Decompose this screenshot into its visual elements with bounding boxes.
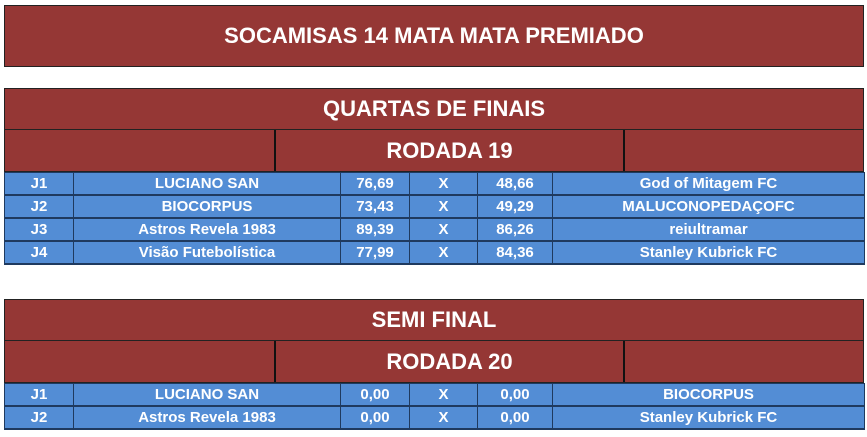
semi-rodada-row: RODADA 20	[4, 341, 864, 383]
away-score: 48,66	[477, 172, 553, 196]
table-row: J4 Visão Futebolística 77,99 X 84,36 Stanley …	[4, 240, 865, 265]
match-id: J4	[4, 240, 74, 265]
versus: X	[409, 240, 478, 265]
home-score: 0,00	[340, 383, 410, 407]
away-team: God of Mitagem FC	[552, 172, 865, 196]
home-team: Astros Revela 1983	[73, 217, 341, 242]
empty-cell	[5, 341, 276, 382]
home-score: 89,39	[340, 217, 410, 242]
home-team: LUCIANO SAN	[73, 383, 341, 407]
home-score: 76,69	[340, 172, 410, 196]
away-team: MALUCONOPEDAÇOFC	[552, 194, 865, 219]
versus: X	[409, 194, 478, 219]
table-row: J1 LUCIANO SAN 76,69 X 48,66 God of Mitagem F…	[4, 172, 865, 196]
away-score: 49,29	[477, 194, 553, 219]
home-team: Astros Revela 1983	[73, 405, 341, 430]
versus: X	[409, 405, 478, 430]
match-id: J3	[4, 217, 74, 242]
home-score: 73,43	[340, 194, 410, 219]
table-row: J3 Astros Revela 1983 89,39 X 86,26 reiultram…	[4, 217, 865, 242]
match-id: J2	[4, 405, 74, 430]
match-id: J2	[4, 194, 74, 219]
semi-title: SEMI FINAL	[4, 299, 864, 341]
away-score: 84,36	[477, 240, 553, 265]
away-team: Stanley Kubrick FC	[552, 240, 865, 265]
away-score: 86,26	[477, 217, 553, 242]
table-row: J1 LUCIANO SAN 0,00 X 0,00 BIOCORPUS	[4, 383, 865, 407]
versus: X	[409, 383, 478, 407]
home-score: 77,99	[340, 240, 410, 265]
empty-cell	[625, 130, 863, 171]
page-title: SOCAMISAS 14 MATA MATA PREMIADO	[4, 5, 864, 67]
home-score: 0,00	[340, 405, 410, 430]
semi-table: J1 LUCIANO SAN 0,00 X 0,00 BIOCORPUS J2 Astros …	[4, 383, 865, 430]
away-team: Stanley Kubrick FC	[552, 405, 865, 430]
away-team: reiultramar	[552, 217, 865, 242]
semi-rodada: RODADA 20	[276, 341, 625, 382]
quartas-title: QUARTAS DE FINAIS	[4, 88, 864, 130]
table-row: J2 BIOCORPUS 73,43 X 49,29 MALUCONOPEDAÇOFC	[4, 194, 865, 219]
empty-cell	[625, 341, 863, 382]
quartas-rodada-row: RODADA 19	[4, 130, 864, 172]
away-score: 0,00	[477, 383, 553, 407]
home-team: BIOCORPUS	[73, 194, 341, 219]
empty-cell	[5, 130, 276, 171]
away-score: 0,00	[477, 405, 553, 430]
quartas-rodada: RODADA 19	[276, 130, 625, 171]
match-id: J1	[4, 172, 74, 196]
versus: X	[409, 172, 478, 196]
home-team: LUCIANO SAN	[73, 172, 341, 196]
quartas-table: J1 LUCIANO SAN 76,69 X 48,66 God of Mitagem F…	[4, 172, 865, 265]
table-row: J2 Astros Revela 1983 0,00 X 0,00 Stanley Kub…	[4, 405, 865, 430]
match-id: J1	[4, 383, 74, 407]
home-team: Visão Futebolística	[73, 240, 341, 265]
away-team: BIOCORPUS	[552, 383, 865, 407]
versus: X	[409, 217, 478, 242]
